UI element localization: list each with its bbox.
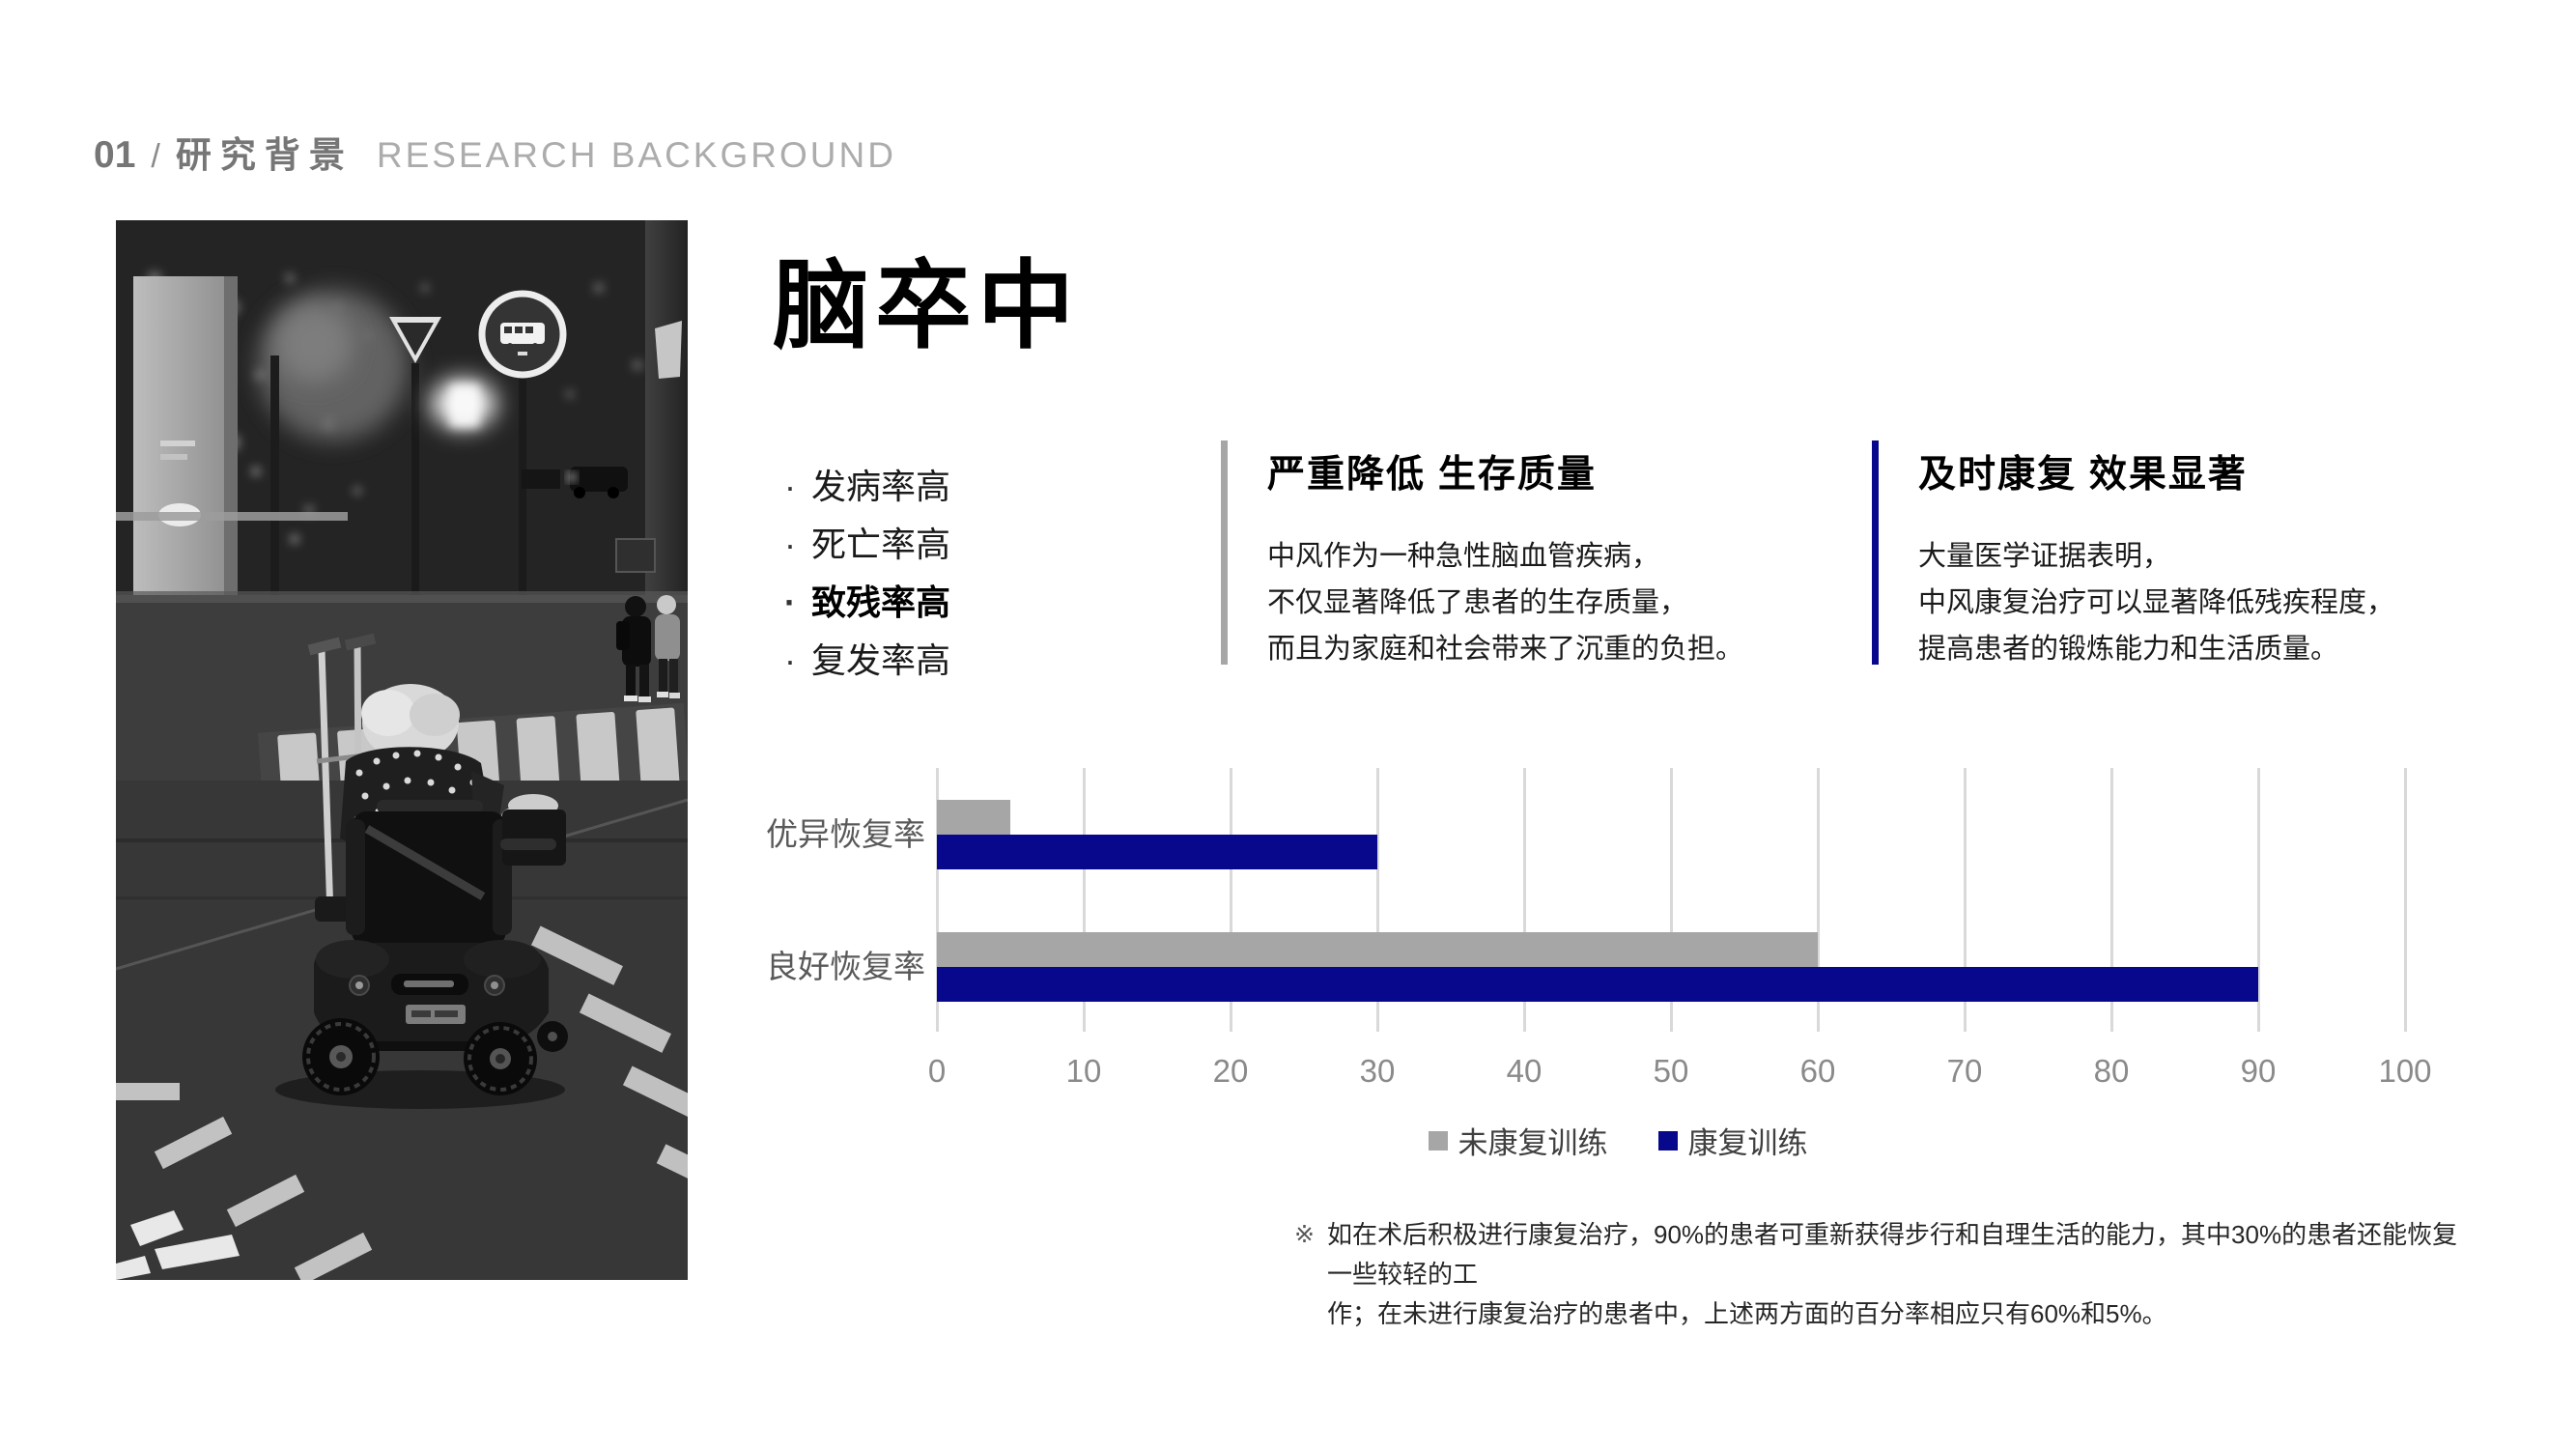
card-body: 大量医学证据表明， 中风康复治疗可以显著降低残疾程度， 提高患者的锻炼能力和生活… xyxy=(1918,533,2498,672)
x-tick-label: 90 xyxy=(2240,1053,2277,1089)
gridline xyxy=(1964,768,1967,1032)
card-title: 及时康复 效果显著 xyxy=(1918,454,2248,496)
footnote-line: 作；在未进行康复治疗的患者中，上述两方面的百分率相应只有60%和5%。 xyxy=(1327,1299,2167,1328)
lane-dashes-right xyxy=(530,925,688,1202)
chart-category-label: 良好恢复率 xyxy=(766,949,925,984)
bullet-dot: · xyxy=(784,582,796,622)
card-title: 严重降低 生存质量 xyxy=(1267,454,1597,496)
risk-bullet-list: · 发病率高 · 死亡率高 · 致残率高 · 复发率高 xyxy=(784,469,950,678)
bullet-text: 复发率高 xyxy=(811,640,951,680)
legend-swatch-icon xyxy=(1657,1130,1678,1151)
card-line: 中风康复治疗可以显著降低残疾程度， xyxy=(1918,587,2395,618)
chart-category-label: 优异恢复率 xyxy=(766,816,925,852)
bullet-text: 发病率高 xyxy=(811,467,951,506)
footnote-text: 如在术后积极进行康复治疗，90%的患者可重新获得步行和自理生活的能力，其中30%… xyxy=(1327,1215,2463,1334)
x-tick-label: 60 xyxy=(1799,1053,1836,1089)
gridline xyxy=(1083,768,1086,1032)
bullet-text: 死亡率高 xyxy=(811,525,951,564)
gridline xyxy=(2257,768,2260,1032)
card-line: 而且为家庭和社会带来了沉重的负担。 xyxy=(1267,634,1744,665)
list-item-emphasized: · 致残率高 xyxy=(784,585,950,620)
section-title-en: RESEARCH BACKGROUND xyxy=(376,135,896,175)
list-item: · 复发率高 xyxy=(784,643,950,678)
bar-康复训练-良好恢复率 xyxy=(937,967,2258,1002)
legend-label: 康复训练 xyxy=(1687,1126,1808,1160)
gridline xyxy=(2110,768,2113,1032)
plastic-bag xyxy=(655,321,682,379)
street-photo-illustration xyxy=(116,220,688,1280)
lamp-pole xyxy=(270,355,279,785)
chart-legend: 未康复训练 康复训练 xyxy=(937,1119,2299,1162)
bullet-dot: · xyxy=(784,525,796,564)
x-tick-label: 0 xyxy=(927,1053,947,1089)
x-tick-label: 80 xyxy=(2093,1053,2130,1089)
card-quality-of-life: 严重降低 生存质量 中风作为一种急性脑血管疾病， 不仅显著降低了患者的生存质量，… xyxy=(1221,440,1847,665)
card-line: 中风作为一种急性脑血管疾病， xyxy=(1267,541,1660,572)
gridline xyxy=(936,768,939,1032)
chart-plot xyxy=(936,768,2407,1032)
list-item: · 死亡率高 xyxy=(784,527,950,562)
x-tick-label: 70 xyxy=(1946,1053,1983,1089)
x-tick-label: 50 xyxy=(1653,1053,1689,1089)
footnote: ※ 如在术后积极进行康复治疗，90%的患者可重新获得步行和自理生活的能力，其中3… xyxy=(1294,1215,2463,1334)
header-separator: / xyxy=(151,138,160,175)
bar-康复训练-优异恢复率 xyxy=(937,835,1377,869)
legend-item: 康复训练 xyxy=(1657,1119,1808,1162)
gridline xyxy=(1523,768,1526,1032)
card-accent-bar xyxy=(1221,440,1228,665)
list-item: · 发病率高 xyxy=(784,469,950,504)
bullet-dot: · xyxy=(784,640,796,680)
bullet-text: 致残率高 xyxy=(811,582,951,622)
card-line: 大量医学证据表明， xyxy=(1918,541,2171,572)
x-tick-label: 100 xyxy=(2378,1053,2432,1089)
card-timely-rehab: 及时康复 效果显著 大量医学证据表明， 中风康复治疗可以显著降低残疾程度， 提高… xyxy=(1872,440,2498,665)
bar-未康复训练-优异恢复率 xyxy=(937,800,1010,835)
gridline xyxy=(1230,768,1232,1032)
header: 01 / 研究背景 RESEARCH BACKGROUND xyxy=(94,126,896,178)
section-title-zh: 研究背景 xyxy=(175,135,354,175)
bar-未康复训练-良好恢复率 xyxy=(937,932,1818,967)
card-line: 不仅显著降低了患者的生存质量， xyxy=(1267,587,1688,618)
legend-label: 未康复训练 xyxy=(1458,1126,1608,1160)
lane-dashes-left xyxy=(116,1083,373,1280)
chart-x-axis: 0 10 20 30 40 50 60 70 80 90 100 xyxy=(928,1053,2432,1092)
card-line: 提高患者的锻炼能力和生活质量。 xyxy=(1918,634,2339,665)
gridline xyxy=(2404,768,2407,1032)
yield-sign xyxy=(389,317,441,785)
distant-cars xyxy=(522,467,628,498)
street-photo xyxy=(116,220,688,1280)
legend-item: 未康复训练 xyxy=(1428,1119,1608,1162)
bullet-dot: · xyxy=(784,467,796,506)
page-title: 脑卒中 xyxy=(773,253,1080,360)
gridline xyxy=(1817,768,1820,1032)
gridline xyxy=(1376,768,1379,1032)
pedestrians xyxy=(616,595,680,702)
gridline xyxy=(1670,768,1673,1032)
road-text-marking xyxy=(116,1210,240,1280)
card-accent-bar xyxy=(1872,440,1879,665)
x-tick-label: 10 xyxy=(1065,1053,1102,1089)
card-body: 中风作为一种急性脑血管疾病， 不仅显著降低了患者的生存质量， 而且为家庭和社会带… xyxy=(1267,533,1847,672)
section-number: 01 xyxy=(94,134,136,176)
reference-mark-icon: ※ xyxy=(1294,1221,1315,1248)
x-tick-label: 30 xyxy=(1359,1053,1396,1089)
x-tick-label: 40 xyxy=(1506,1053,1543,1089)
legend-swatch-icon xyxy=(1428,1130,1448,1151)
footnote-line: 如在术后积极进行康复治疗，90%的患者可重新获得步行和自理生活的能力，其中30%… xyxy=(1327,1220,2458,1289)
x-tick-label: 20 xyxy=(1212,1053,1249,1089)
bus-sign xyxy=(478,290,567,781)
person-on-scooter xyxy=(275,633,568,1109)
